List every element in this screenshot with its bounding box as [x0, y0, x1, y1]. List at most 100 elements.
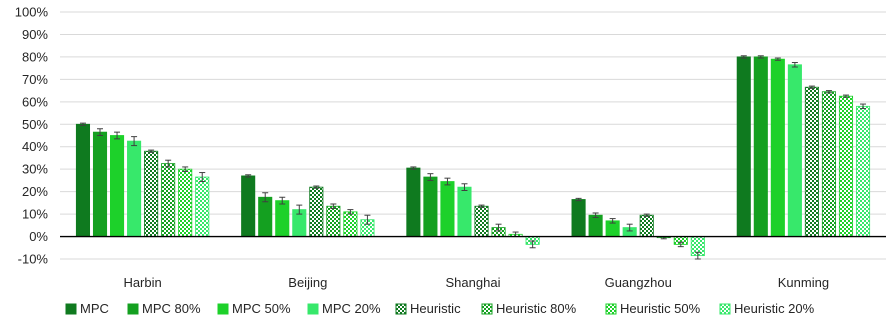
error-bar [808, 85, 815, 89]
bar [406, 167, 421, 237]
bars [75, 56, 871, 257]
error-bar [330, 203, 337, 209]
error-bar [461, 183, 468, 192]
error-bar [410, 166, 417, 170]
bar [804, 86, 819, 237]
bar [241, 175, 256, 237]
legend-swatch [605, 303, 617, 315]
category-labels: Harbin Beijing Shanghai Guangzhou Kunming [123, 275, 829, 290]
y-tick-label: -10% [18, 252, 49, 267]
bar [588, 214, 603, 237]
y-tick-label: 60% [22, 94, 48, 109]
legend-swatch [719, 303, 731, 315]
legend-label: Heuristic 50% [620, 301, 701, 316]
error-bar [296, 204, 303, 215]
bar [258, 196, 273, 237]
error-bar [364, 214, 371, 225]
legend-label: MPC 20% [322, 301, 381, 316]
error-bar [495, 223, 502, 232]
legend-swatch [481, 303, 493, 315]
bar [770, 58, 785, 237]
bar [440, 181, 455, 237]
legend-label: MPC 80% [142, 301, 201, 316]
y-tick-label: 40% [22, 139, 48, 154]
error-bar [347, 209, 354, 215]
legend-item[interactable]: Heuristic 80% [481, 301, 577, 316]
error-bar [774, 57, 781, 61]
bar [787, 64, 802, 237]
bar [127, 140, 142, 237]
legend-item[interactable]: MPC 80% [127, 301, 201, 316]
bar [144, 150, 159, 237]
error-bar [313, 185, 320, 189]
legend-label: MPC [80, 301, 109, 316]
bar [178, 168, 193, 237]
bar [474, 205, 489, 237]
legend-item[interactable]: MPC [65, 301, 109, 316]
error-bar [740, 55, 747, 59]
error-bar [165, 159, 172, 168]
error-bar [609, 218, 616, 224]
error-bar [694, 251, 701, 260]
y-tick-label: 10% [22, 207, 48, 222]
legend-item[interactable]: Heuristic 50% [605, 301, 701, 316]
legend-label: Heuristic 20% [734, 301, 815, 316]
legend-label: MPC 50% [232, 301, 291, 316]
error-bar [842, 94, 849, 98]
y-tick-label: 70% [22, 72, 48, 87]
bar [275, 200, 290, 237]
error-bar [245, 174, 252, 178]
y-tick-label: 50% [22, 117, 48, 132]
error-bar [860, 103, 867, 110]
bar [838, 95, 854, 237]
bar [195, 176, 210, 237]
y-tick-label: 30% [22, 162, 48, 177]
error-bar [262, 192, 269, 203]
bar [309, 186, 324, 237]
legend-item[interactable]: MPC 20% [307, 301, 381, 316]
legend-label: Heuristic 80% [496, 301, 577, 316]
legend[interactable]: MPC MPC 80% MPC 50% MPC 20% Heuristic Heurist… [65, 301, 815, 316]
bar [571, 199, 586, 237]
bar [343, 211, 358, 237]
error-bar [575, 197, 582, 202]
error-bar [182, 166, 189, 172]
legend-swatch [307, 303, 319, 315]
bar [753, 56, 768, 237]
error-bar [478, 204, 485, 208]
legend-item[interactable]: Heuristic 20% [719, 301, 815, 316]
category-label: Harbin [123, 275, 161, 290]
legend-swatch [127, 303, 139, 315]
legend-swatch [217, 303, 229, 315]
y-tick-label: 90% [22, 27, 48, 42]
category-label: Shanghai [446, 275, 501, 290]
error-bar [131, 136, 138, 147]
legend-item[interactable]: MPC 50% [217, 301, 291, 316]
error-bar [791, 62, 798, 68]
bar [161, 163, 176, 237]
bar [110, 135, 125, 237]
bar [457, 186, 472, 237]
y-tick-label: 80% [22, 49, 48, 64]
error-bar [79, 122, 86, 126]
category-label: Guangzhou [605, 275, 672, 290]
bar [855, 105, 871, 237]
error-bar [592, 212, 599, 218]
error-bar [114, 131, 121, 140]
error-bar [757, 55, 764, 59]
error-bar [825, 90, 832, 94]
bar [423, 176, 438, 237]
category-label: Beijing [288, 275, 327, 290]
legend-swatch [395, 303, 407, 315]
error-bar [199, 172, 206, 183]
y-tick-label: 100% [15, 5, 49, 20]
bar [75, 123, 91, 237]
error-bar [148, 149, 155, 153]
error-bar [643, 213, 650, 217]
y-tick-label: 0% [29, 229, 48, 244]
y-tick-label: 20% [22, 184, 48, 199]
error-bars [79, 55, 867, 260]
legend-item[interactable]: Heuristic [395, 301, 461, 316]
